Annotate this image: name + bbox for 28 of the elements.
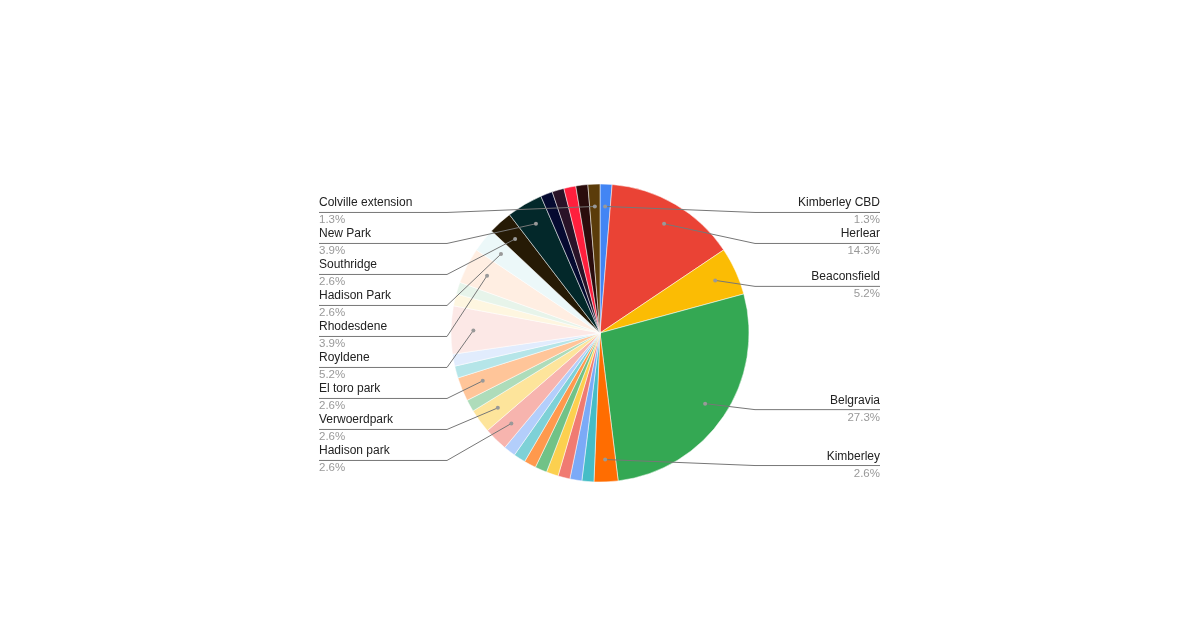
slice-label: Kimberley CBD xyxy=(797,195,881,210)
data-label: 2.6% xyxy=(319,461,346,474)
slice-label: Hadison Park xyxy=(319,288,393,303)
slice-label: El toro park xyxy=(319,381,382,396)
slice-label: Verwoerdpark xyxy=(319,412,395,427)
slice-label: Colville extension xyxy=(319,195,413,210)
slice-label: Herlear xyxy=(840,226,880,241)
slice-label: Southridge xyxy=(319,257,378,272)
data-label: 2.6% xyxy=(319,306,346,319)
slice-label: New Park xyxy=(319,226,373,241)
slice-label: Royldene xyxy=(319,350,371,365)
data-label: 3.9% xyxy=(319,244,346,257)
data-label: 2.6% xyxy=(853,466,880,479)
slice-label: Hadison park xyxy=(319,443,391,458)
slice-label: Kimberley xyxy=(826,448,880,463)
data-label: 2.6% xyxy=(319,275,346,288)
data-label: 2.6% xyxy=(319,430,346,443)
slice-label: Rhodesdene xyxy=(319,319,388,334)
data-label: 1.3% xyxy=(853,213,880,226)
data-label: 14.3% xyxy=(847,244,880,257)
data-label: 3.9% xyxy=(319,337,346,350)
data-label: 27.3% xyxy=(847,410,880,423)
slice-label: Beaconsfield xyxy=(811,269,880,284)
data-label: 1.3% xyxy=(319,213,346,226)
slice-label: Belgravia xyxy=(829,392,881,407)
data-label: 5.2% xyxy=(853,287,880,300)
data-label: 2.6% xyxy=(319,399,346,412)
data-label: 5.2% xyxy=(319,368,346,381)
